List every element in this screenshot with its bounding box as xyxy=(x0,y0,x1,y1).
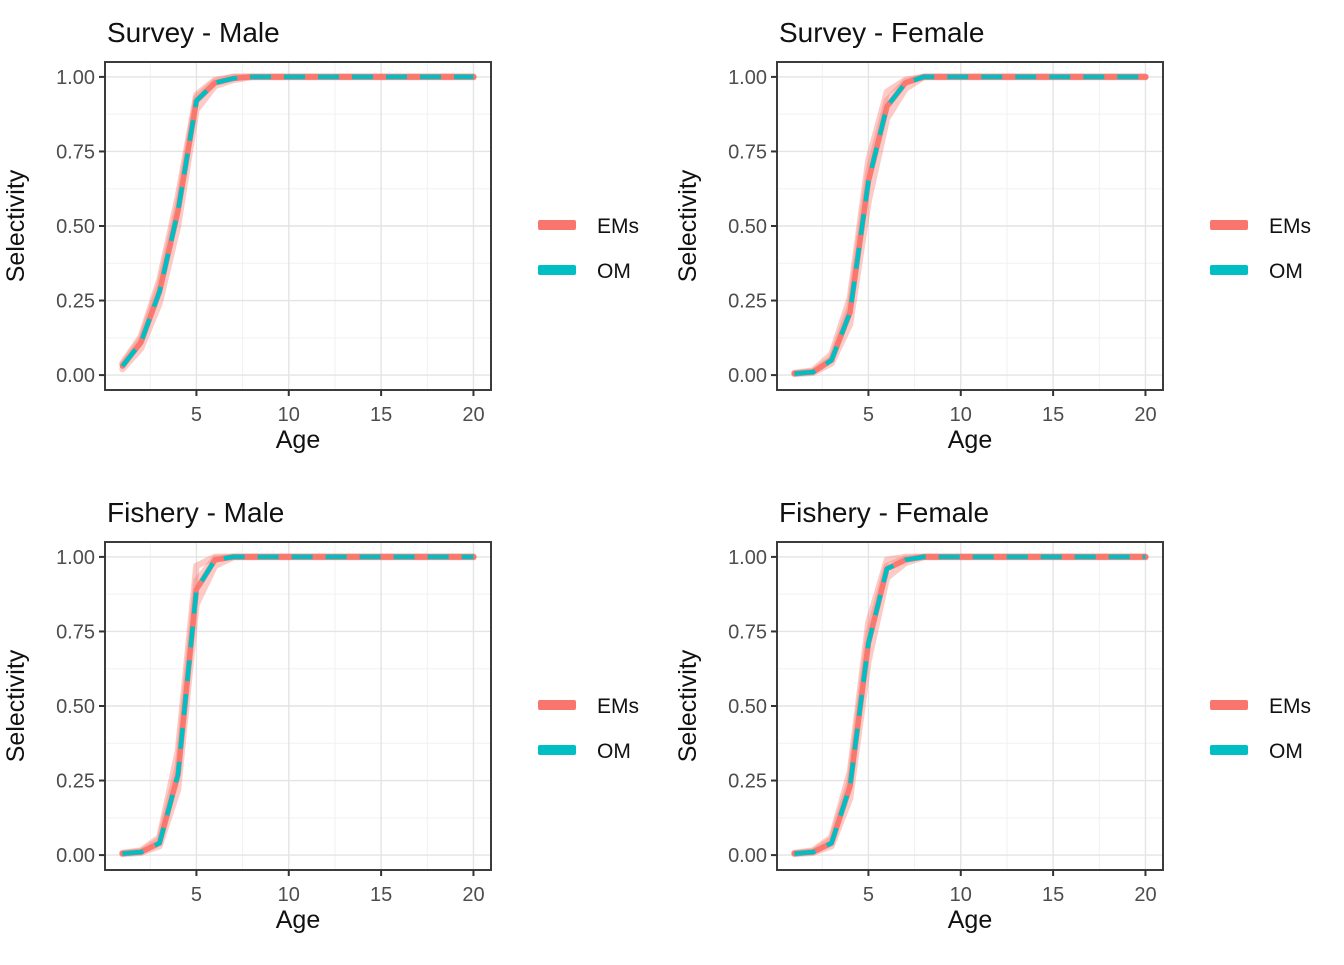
y-tick-label: 0.25 xyxy=(728,291,767,313)
legend-key-ems xyxy=(538,700,576,710)
x-tick-label: 15 xyxy=(370,884,392,906)
x-tick-label: 5 xyxy=(863,884,874,906)
legend-label-om: OM xyxy=(597,260,631,283)
x-tick-label: 10 xyxy=(278,404,300,426)
y-tick-label: 0.50 xyxy=(728,696,767,718)
y-tick-label: 0.50 xyxy=(728,216,767,238)
y-axis-label: Selectivity xyxy=(2,649,30,762)
y-tick-label: 0.00 xyxy=(56,365,95,387)
x-axis-label: Age xyxy=(276,906,320,934)
panel-title: Survey - Male xyxy=(107,17,280,48)
x-tick-label: 10 xyxy=(950,404,972,426)
legend-label-om: OM xyxy=(1269,740,1303,763)
chart-fishery-male: 5 10 15 20 0.00 0.25 0.50 0.75 1.00 Fishery - Mal… xyxy=(2,497,639,934)
x-tick-label: 5 xyxy=(191,884,202,906)
x-tick-label: 20 xyxy=(1134,404,1156,426)
y-axis-label: Selectivity xyxy=(674,649,702,762)
y-tick-label: 0.00 xyxy=(728,845,767,867)
om-line xyxy=(794,74,1146,376)
y-axis-label: Selectivity xyxy=(2,169,30,282)
x-tick-label: 5 xyxy=(863,404,874,426)
chart-fishery-female: 5 10 15 20 0.00 0.25 0.50 0.75 1.00 Fishery - Fem… xyxy=(674,497,1311,934)
y-tick-label: 1.00 xyxy=(728,547,767,569)
y-tick-label: 0.00 xyxy=(56,845,95,867)
x-axis-label: Age xyxy=(948,426,992,454)
panel-title: Survey - Female xyxy=(779,17,984,48)
legend-key-ems xyxy=(538,220,576,230)
y-tick-label: 0.50 xyxy=(56,216,95,238)
panel-title: Fishery - Male xyxy=(107,497,284,528)
x-axis-label: Age xyxy=(276,426,320,454)
legend-label-om: OM xyxy=(597,740,631,763)
y-tick-label: 0.50 xyxy=(56,696,95,718)
x-tick-label: 15 xyxy=(370,404,392,426)
legend-key-om xyxy=(1210,265,1248,275)
y-axis-label: Selectivity xyxy=(674,169,702,282)
x-tick-label: 20 xyxy=(462,884,484,906)
om-line xyxy=(794,554,1146,856)
x-axis-label: Age xyxy=(948,906,992,934)
legend-key-ems xyxy=(1210,220,1248,230)
x-tick-label: 15 xyxy=(1042,404,1064,426)
panel-survey-female: 5 10 15 20 0.00 0.25 0.50 0.75 1.00 Survey - Fema… xyxy=(672,0,1344,480)
panel-survey-male: 5 10 15 20 0.00 0.25 0.50 0.75 1.00 Survey - Male… xyxy=(0,0,672,480)
y-tick-label: 1.00 xyxy=(56,547,95,569)
y-tick-label: 1.00 xyxy=(728,67,767,89)
legend-key-om xyxy=(1210,745,1248,755)
y-tick-label: 0.75 xyxy=(728,621,767,643)
chart-survey-male: 5 10 15 20 0.00 0.25 0.50 0.75 1.00 Survey - Male… xyxy=(2,17,639,454)
legend-key-om xyxy=(538,265,576,275)
x-tick-label: 10 xyxy=(278,884,300,906)
panel-fishery-female: 5 10 15 20 0.00 0.25 0.50 0.75 1.00 Fishery - Fem… xyxy=(672,480,1344,960)
legend-label-ems: EMs xyxy=(597,215,639,238)
legend-label-om: OM xyxy=(1269,260,1303,283)
y-tick-label: 1.00 xyxy=(56,67,95,89)
legend-label-ems: EMs xyxy=(1269,215,1311,238)
legend-key-ems xyxy=(1210,700,1248,710)
x-tick-label: 10 xyxy=(950,884,972,906)
panel-title: Fishery - Female xyxy=(779,497,989,528)
panel-fishery-male: 5 10 15 20 0.00 0.25 0.50 0.75 1.00 Fishery - Mal… xyxy=(0,480,672,960)
x-tick-label: 20 xyxy=(462,404,484,426)
om-line xyxy=(122,554,474,856)
y-tick-label: 0.00 xyxy=(728,365,767,387)
legend-label-ems: EMs xyxy=(1269,695,1311,718)
y-tick-label: 0.75 xyxy=(56,621,95,643)
y-tick-label: 0.75 xyxy=(56,141,95,163)
om-line xyxy=(120,74,474,368)
y-tick-label: 0.25 xyxy=(728,771,767,793)
y-tick-label: 0.75 xyxy=(728,141,767,163)
y-tick-label: 0.25 xyxy=(56,291,95,313)
chart-survey-female: 5 10 15 20 0.00 0.25 0.50 0.75 1.00 Survey - Fema… xyxy=(674,17,1311,454)
y-tick-label: 0.25 xyxy=(56,771,95,793)
x-tick-label: 20 xyxy=(1134,884,1156,906)
x-tick-label: 5 xyxy=(191,404,202,426)
legend-key-om xyxy=(538,745,576,755)
x-tick-label: 15 xyxy=(1042,884,1064,906)
legend-label-ems: EMs xyxy=(597,695,639,718)
